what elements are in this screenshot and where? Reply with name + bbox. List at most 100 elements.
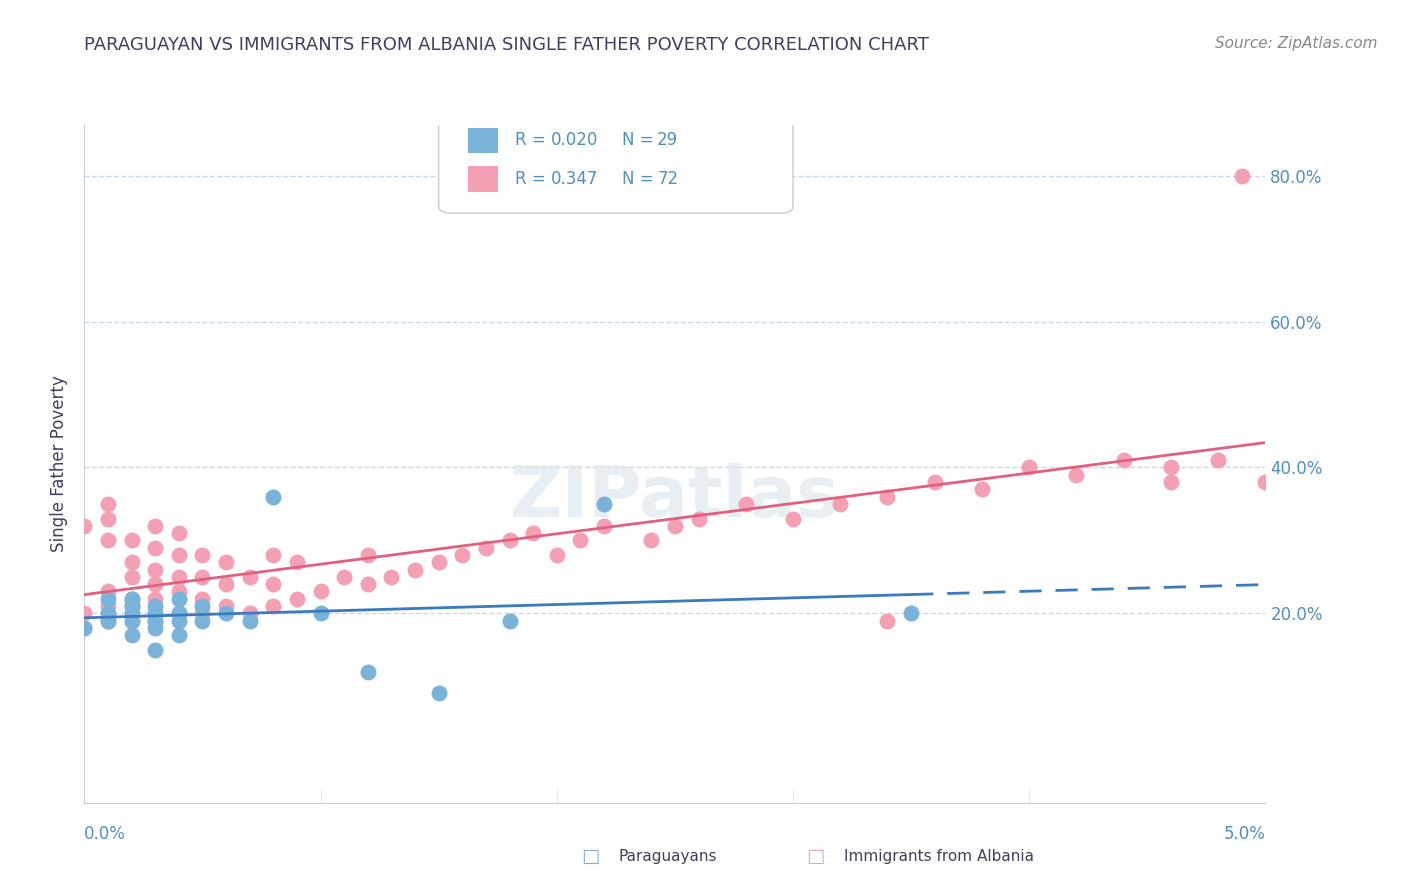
Point: [191, 599, 214, 613]
Point: [97, 584, 120, 599]
Point: [143, 607, 166, 621]
Point: [215, 555, 238, 569]
Point: [143, 518, 166, 533]
Point: [593, 518, 616, 533]
Point: [498, 533, 520, 548]
Point: [121, 599, 143, 613]
Point: [97, 614, 120, 628]
Point: [73, 518, 96, 533]
Point: [73, 621, 96, 635]
Point: [97, 607, 120, 621]
Point: [121, 599, 143, 613]
Point: [900, 607, 922, 621]
Point: [97, 511, 120, 525]
Point: [640, 533, 662, 548]
Point: [876, 614, 898, 628]
Point: [167, 614, 190, 628]
Point: [121, 570, 143, 584]
Text: N =: N =: [621, 169, 658, 187]
Point: [262, 490, 284, 504]
Text: PARAGUAYAN VS IMMIGRANTS FROM ALBANIA SINGLE FATHER POVERTY CORRELATION CHART: PARAGUAYAN VS IMMIGRANTS FROM ALBANIA SI…: [84, 36, 929, 54]
Text: □: □: [806, 847, 825, 866]
Point: [970, 483, 993, 497]
Point: [664, 518, 686, 533]
Point: [546, 548, 568, 562]
Point: [97, 599, 120, 613]
Point: [167, 607, 190, 621]
Point: [262, 599, 284, 613]
Point: [121, 628, 143, 642]
Point: [97, 591, 120, 606]
Point: [143, 541, 166, 555]
Point: [215, 607, 238, 621]
Point: [215, 599, 238, 613]
Text: 0.347: 0.347: [551, 169, 598, 187]
Point: [924, 475, 946, 489]
Point: [191, 570, 214, 584]
Point: [97, 497, 120, 511]
Point: [143, 591, 166, 606]
Point: [309, 584, 332, 599]
Point: [357, 577, 380, 591]
Point: [167, 628, 190, 642]
Point: [404, 562, 426, 576]
FancyBboxPatch shape: [468, 128, 498, 153]
Point: [1160, 475, 1182, 489]
Point: [427, 555, 450, 569]
Point: [1206, 453, 1229, 467]
Text: 29: 29: [657, 131, 678, 150]
Text: 0.0%: 0.0%: [84, 825, 127, 843]
Point: [357, 548, 380, 562]
Point: [1160, 460, 1182, 475]
Text: □: □: [581, 847, 600, 866]
Text: Immigrants from Albania: Immigrants from Albania: [844, 849, 1033, 863]
Point: [121, 591, 143, 606]
Point: [1112, 453, 1135, 467]
Text: 0.020: 0.020: [551, 131, 598, 150]
Text: R =: R =: [516, 131, 551, 150]
Point: [121, 591, 143, 606]
Point: [167, 526, 190, 541]
Text: 72: 72: [657, 169, 678, 187]
Point: [143, 577, 166, 591]
Point: [734, 497, 756, 511]
Point: [121, 533, 143, 548]
FancyBboxPatch shape: [468, 166, 498, 192]
Text: R =: R =: [516, 169, 551, 187]
Point: [498, 614, 520, 628]
Point: [451, 548, 474, 562]
Point: [143, 599, 166, 613]
Point: [239, 570, 262, 584]
Point: [333, 570, 356, 584]
Point: [167, 591, 190, 606]
Point: [1066, 467, 1088, 482]
Point: [121, 607, 143, 621]
Point: [1254, 475, 1277, 489]
Point: [830, 497, 852, 511]
Point: [167, 548, 190, 562]
Point: [143, 614, 166, 628]
Point: [191, 614, 214, 628]
Point: [143, 562, 166, 576]
Point: [143, 614, 166, 628]
Point: [688, 511, 710, 525]
Point: [121, 614, 143, 628]
Point: [262, 577, 284, 591]
Text: Source: ZipAtlas.com: Source: ZipAtlas.com: [1215, 36, 1378, 51]
Text: N =: N =: [621, 131, 658, 150]
Point: [569, 533, 592, 548]
Text: 5.0%: 5.0%: [1223, 825, 1265, 843]
Point: [97, 614, 120, 628]
Point: [239, 607, 262, 621]
Point: [380, 570, 402, 584]
Point: [167, 584, 190, 599]
Point: [522, 526, 544, 541]
Text: ZIPatlas: ZIPatlas: [510, 463, 839, 533]
Point: [215, 577, 238, 591]
Point: [191, 607, 214, 621]
Point: [121, 614, 143, 628]
Point: [191, 591, 214, 606]
Point: [167, 607, 190, 621]
Point: [143, 642, 166, 657]
Point: [427, 686, 450, 700]
